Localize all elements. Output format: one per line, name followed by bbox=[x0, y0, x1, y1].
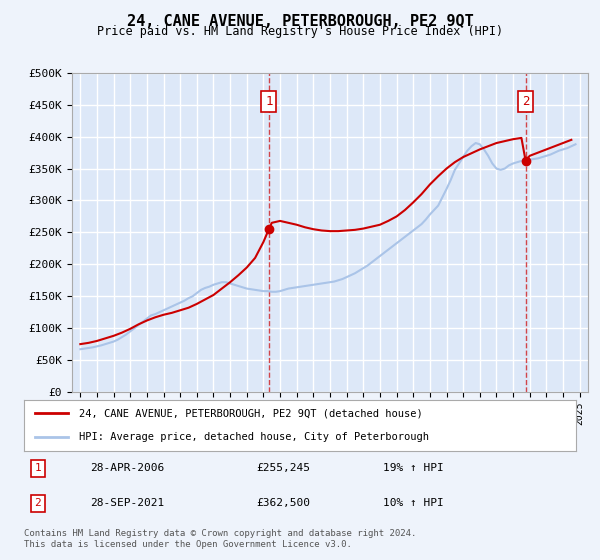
Text: 19% ↑ HPI: 19% ↑ HPI bbox=[383, 463, 443, 473]
Text: 28-SEP-2021: 28-SEP-2021 bbox=[90, 498, 164, 508]
Text: 24, CANE AVENUE, PETERBOROUGH, PE2 9QT: 24, CANE AVENUE, PETERBOROUGH, PE2 9QT bbox=[127, 14, 473, 29]
Text: 1: 1 bbox=[34, 463, 41, 473]
Text: £255,245: £255,245 bbox=[256, 463, 310, 473]
Text: Price paid vs. HM Land Registry's House Price Index (HPI): Price paid vs. HM Land Registry's House … bbox=[97, 25, 503, 38]
Text: £362,500: £362,500 bbox=[256, 498, 310, 508]
Text: 24, CANE AVENUE, PETERBOROUGH, PE2 9QT (detached house): 24, CANE AVENUE, PETERBOROUGH, PE2 9QT (… bbox=[79, 408, 423, 418]
Text: 1: 1 bbox=[265, 95, 272, 108]
Text: Contains HM Land Registry data © Crown copyright and database right 2024.
This d: Contains HM Land Registry data © Crown c… bbox=[24, 529, 416, 549]
Text: HPI: Average price, detached house, City of Peterborough: HPI: Average price, detached house, City… bbox=[79, 432, 429, 442]
Text: 28-APR-2006: 28-APR-2006 bbox=[90, 463, 164, 473]
Text: 2: 2 bbox=[522, 95, 529, 108]
Text: 10% ↑ HPI: 10% ↑ HPI bbox=[383, 498, 443, 508]
Text: 2: 2 bbox=[34, 498, 41, 508]
